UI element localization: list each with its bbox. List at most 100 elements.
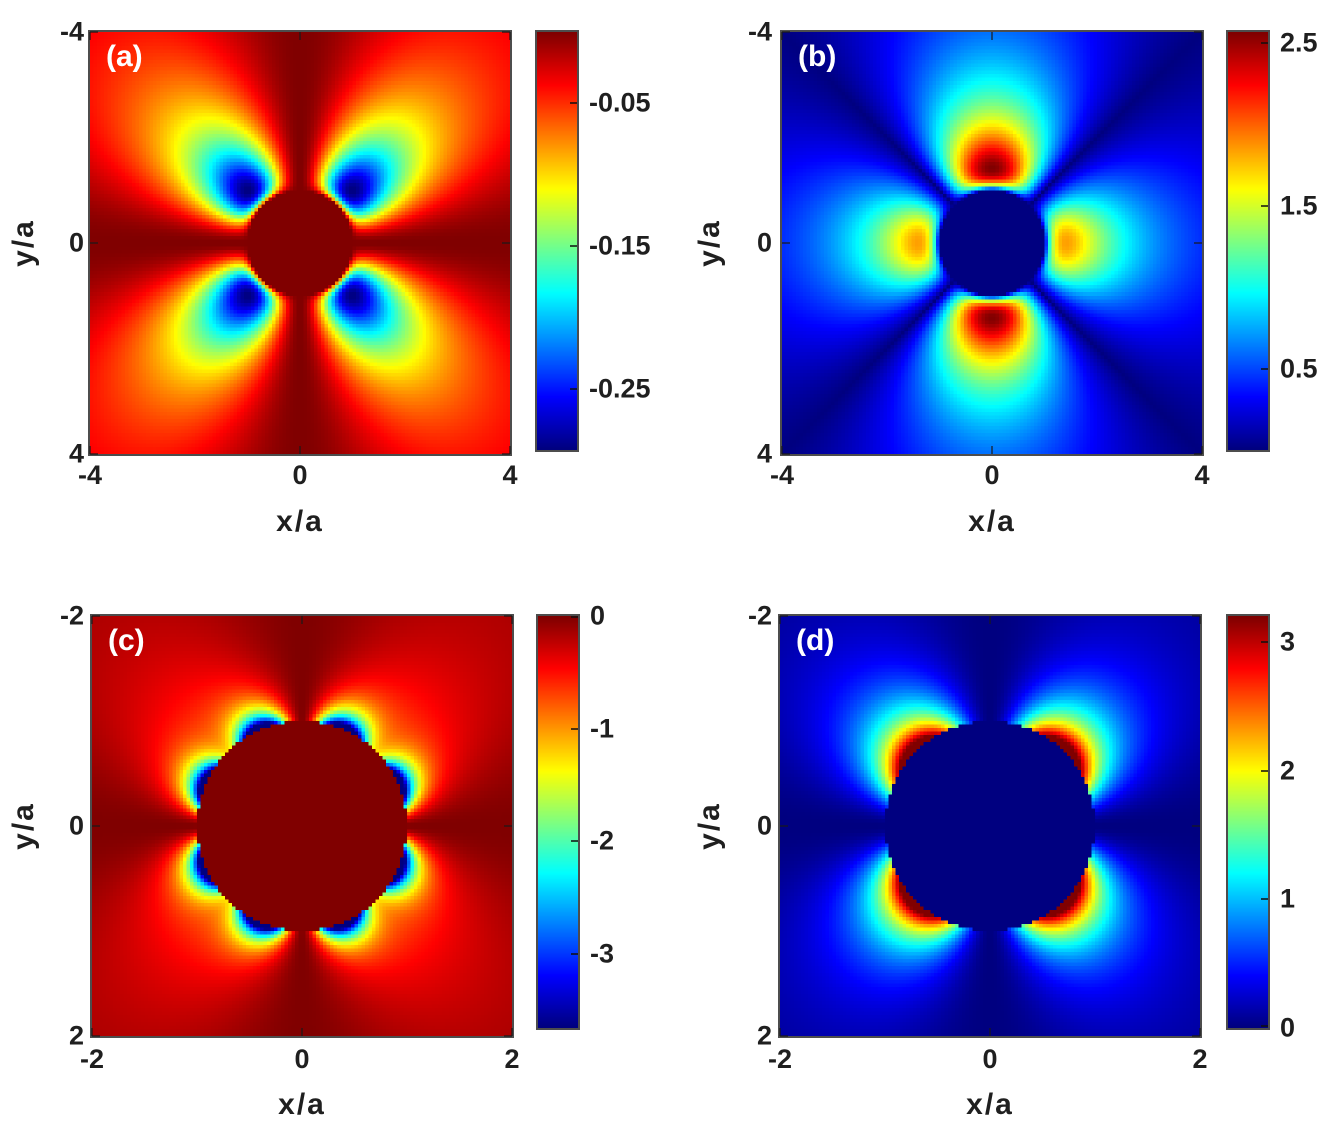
y-axis-label: y/a (693, 219, 726, 267)
y-axis-label: y/a (7, 219, 40, 267)
y-tick-label: -4 (747, 16, 772, 47)
colorbar-tick-label: 2 (1280, 755, 1296, 785)
colorbar-a (535, 30, 579, 452)
tick-mark (1261, 42, 1268, 45)
tick-mark (1261, 640, 1268, 643)
heatmap-canvas-d (778, 614, 1202, 1038)
x-tick-label: 0 (984, 460, 1000, 490)
tick-mark (782, 31, 790, 33)
tick-mark (90, 453, 98, 455)
colorbar-tick-label: -3 (590, 938, 615, 969)
tick-mark (779, 616, 781, 624)
tick-mark (1261, 1025, 1268, 1027)
tick-mark (779, 1028, 781, 1036)
y-tick-label: -2 (59, 600, 84, 631)
tick-mark (570, 102, 577, 105)
y-tick-label: -4 (59, 16, 84, 47)
tick-mark (502, 453, 510, 455)
tick-mark (1194, 242, 1202, 244)
tick-mark (90, 31, 98, 33)
x-axis-label: x/a (276, 505, 324, 538)
y-axis-label: y/a (693, 802, 726, 850)
tick-mark (1192, 1035, 1200, 1037)
tick-mark (299, 32, 301, 40)
tick-mark (571, 952, 578, 955)
tick-mark (301, 616, 303, 624)
tick-mark (781, 32, 783, 40)
y-tick-label: 0 (756, 227, 772, 258)
colorbar-tick-label: -0.05 (589, 87, 651, 118)
tick-mark (782, 242, 790, 244)
tick-mark (299, 446, 301, 454)
tick-mark (92, 615, 100, 617)
colorbar-tick-label: 0.5 (1280, 353, 1318, 384)
tick-mark (1261, 898, 1268, 901)
colorbar-b (1226, 30, 1270, 452)
tick-mark (991, 32, 993, 40)
y-tick-label: 0 (756, 810, 772, 841)
tick-mark (1261, 367, 1268, 370)
colorbar-c (536, 614, 580, 1030)
colorbar-tick-label: 1 (1280, 883, 1296, 914)
tick-mark (1194, 453, 1202, 455)
tick-mark (91, 1028, 93, 1036)
tick-mark (1199, 1028, 1201, 1036)
x-tick-label: -2 (79, 1044, 105, 1074)
heatmap-canvas-b (780, 30, 1204, 456)
y-axis-label: y/a (7, 802, 40, 850)
heatmap-canvas-a (88, 30, 512, 456)
tick-mark (1199, 616, 1201, 624)
tick-mark (504, 615, 512, 617)
colorbar-tick-label: 2.5 (1280, 27, 1318, 58)
tick-mark (502, 31, 510, 33)
y-tick-label: 0 (68, 810, 84, 841)
colorbar-tick-label: 1.5 (1280, 190, 1318, 221)
tick-mark (780, 615, 788, 617)
y-tick-label: 0 (68, 227, 84, 258)
colorbar-tick-label: 0 (590, 600, 606, 631)
panel-letter-c: (c) (108, 624, 145, 657)
y-tick-label: 4 (68, 438, 84, 469)
tick-mark (301, 1028, 303, 1036)
y-tick-label: 2 (756, 1020, 772, 1051)
tick-mark (511, 616, 513, 624)
tick-mark (509, 446, 511, 454)
tick-mark (991, 446, 993, 454)
colorbar-tick-label: 0 (1280, 1012, 1296, 1043)
tick-mark (571, 840, 578, 843)
tick-mark (1261, 205, 1268, 208)
tick-mark (571, 727, 578, 730)
tick-mark (504, 1035, 512, 1037)
tick-mark (89, 32, 91, 40)
x-axis-label: x/a (278, 1088, 326, 1121)
colorbar-tick-label: -1 (590, 713, 615, 744)
tick-mark (1192, 825, 1200, 827)
colorbar-tick-label: -0.25 (589, 373, 651, 404)
x-tick-label: 2 (504, 1044, 520, 1074)
x-axis-label: x/a (966, 1088, 1014, 1121)
tick-mark (90, 242, 98, 244)
colorbar-d (1226, 614, 1270, 1030)
panel-letter-d: (d) (796, 624, 835, 657)
x-tick-label: 2 (1192, 1044, 1208, 1074)
tick-mark (1194, 31, 1202, 33)
tick-mark (1201, 446, 1203, 454)
tick-mark (509, 32, 511, 40)
tick-mark (92, 1035, 100, 1037)
x-tick-label: 4 (502, 460, 518, 490)
tick-mark (1192, 615, 1200, 617)
tick-mark (780, 1035, 788, 1037)
tick-mark (989, 616, 991, 624)
colorbar-tick-label: 3 (1280, 626, 1296, 657)
tick-mark (502, 242, 510, 244)
tick-mark (570, 387, 577, 390)
tick-mark (1261, 769, 1268, 772)
tick-mark (1201, 32, 1203, 40)
tick-mark (511, 1028, 513, 1036)
tick-mark (782, 453, 790, 455)
tick-mark (989, 1028, 991, 1036)
colorbar-tick-label: -0.15 (589, 230, 651, 261)
tick-mark (91, 616, 93, 624)
x-tick-label: -2 (767, 1044, 793, 1074)
